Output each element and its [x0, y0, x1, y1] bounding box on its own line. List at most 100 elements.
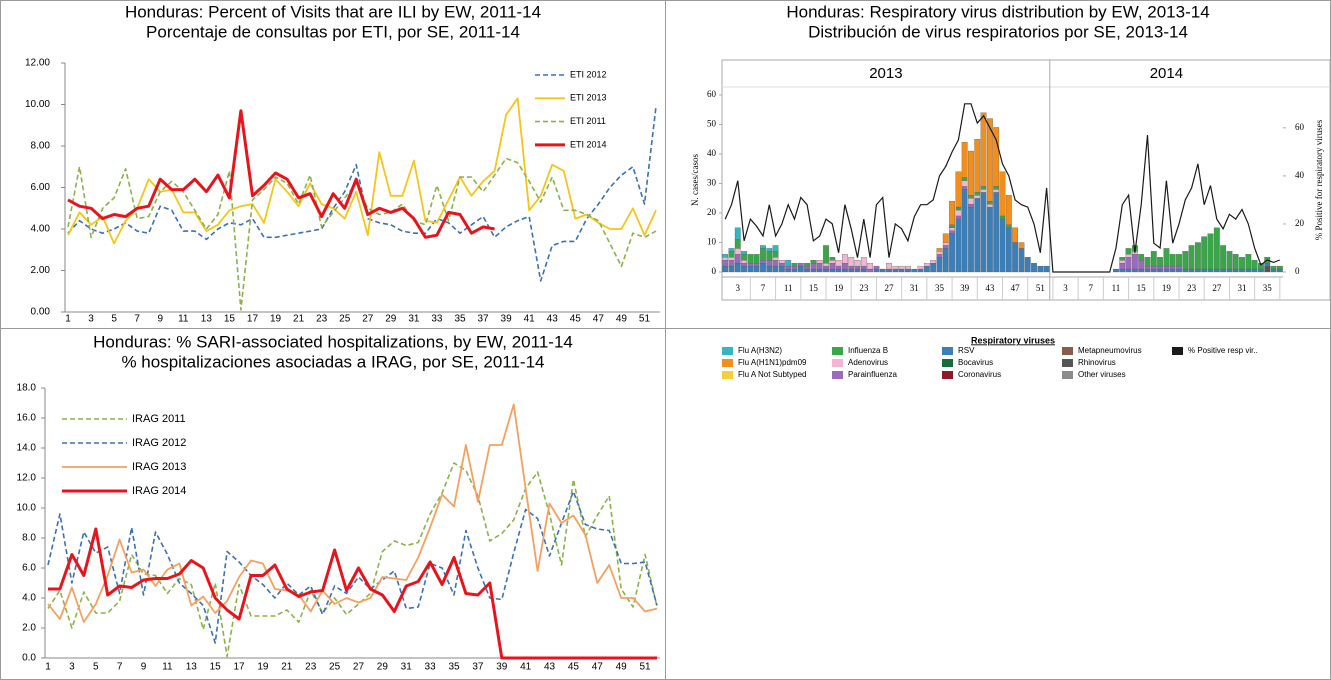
y-tick-label: 12.0 [17, 473, 37, 484]
x-tick-label: 3 [69, 662, 75, 673]
bar-segment [1157, 268, 1163, 273]
legend-label: Bocavirus [958, 358, 993, 367]
x-tick-label: 49 [616, 314, 628, 325]
bar-segment [955, 209, 962, 217]
bar-segment [961, 180, 968, 187]
y-tick-label: 8.0 [22, 533, 36, 544]
bar-segment [1176, 254, 1182, 267]
legend-label: ETI 2012 [570, 69, 607, 79]
bar-segment [860, 257, 867, 267]
bar-segment [829, 262, 836, 270]
bar-segment [905, 268, 911, 273]
y2-tick-label: 60 [1295, 122, 1305, 132]
legend-swatch [1062, 347, 1073, 355]
bar-segment [848, 257, 855, 267]
bar-segment [728, 260, 735, 267]
x-tick-label: 13 [186, 662, 198, 673]
bar-segment [949, 201, 955, 225]
bar-segment [823, 245, 829, 264]
legend-label: IRAG 2014 [132, 485, 186, 497]
y-tick-label: 4.0 [22, 593, 36, 604]
y-tick-label: 50 [707, 119, 717, 129]
x-tick-label: 1 [65, 314, 71, 325]
bar-segment [1024, 257, 1031, 273]
bar-segment [829, 268, 836, 273]
bar-segment [1131, 254, 1138, 270]
bar-segment [955, 215, 962, 220]
bar-segment [1005, 227, 1012, 273]
bar-segment [1213, 227, 1220, 270]
bar-segment [980, 189, 987, 193]
y-tick-label: 4.00 [31, 224, 51, 235]
x-tick-label: 7 [1088, 283, 1093, 293]
bar-segment [816, 260, 823, 264]
bar-segment [778, 265, 785, 273]
bar-segment [942, 245, 949, 249]
x-tick-label: 39 [496, 662, 508, 673]
bar-segment [968, 203, 974, 208]
bar-segment [993, 189, 1000, 193]
bar-segment [741, 262, 747, 267]
bar-segment [955, 206, 962, 211]
bar-segment [999, 171, 1006, 217]
bar-segment [961, 186, 968, 190]
bar-segment [1176, 265, 1182, 270]
bar-segment [968, 198, 974, 205]
bar-segment [791, 268, 798, 273]
bar-segment [1251, 268, 1258, 273]
bar-segment [898, 265, 905, 270]
bar-segment [1163, 268, 1170, 273]
x-tick-label: 25 [339, 314, 351, 325]
bar-segment [722, 257, 729, 261]
bar-segment [873, 268, 880, 273]
series-line [67, 157, 657, 311]
bar-segment [860, 268, 867, 273]
x-tick-label: 11 [178, 314, 189, 325]
bar-segment [854, 260, 861, 267]
y-tick-label: 2.0 [22, 623, 36, 634]
bar-segment [961, 189, 968, 273]
legend-label: % Positive resp vir.. [1188, 346, 1258, 355]
bar-segment [741, 254, 747, 261]
bar-segment [734, 248, 741, 255]
x-tick-label: 17 [247, 314, 259, 325]
legend-label: IRAG 2013 [132, 461, 186, 473]
bar-segment [968, 195, 974, 199]
bar-segment [760, 248, 766, 261]
x-tick-label: 51 [639, 314, 651, 325]
legend-swatch [722, 371, 733, 379]
y-tick-label: 8.00 [31, 141, 51, 152]
bar-segment [1031, 262, 1037, 273]
bar-segment [917, 265, 924, 270]
x-tick-label: 37 [477, 314, 489, 325]
x-tick-label: 27 [885, 283, 895, 293]
x-tick-label: 15 [809, 283, 819, 293]
chart-title: Honduras: % SARI-associated hospitalizat… [93, 332, 573, 351]
y-tick-label: 16.0 [17, 413, 37, 424]
legend-swatch [942, 371, 953, 379]
bar-segment [823, 265, 829, 270]
x-tick-label: 21 [281, 662, 293, 673]
bar-segment [986, 201, 993, 205]
legend-label: Influenza B [848, 346, 888, 355]
bar-segment [722, 260, 729, 267]
bar-segment [879, 268, 886, 273]
x-tick-label: 35 [454, 314, 466, 325]
y-tick-label: 14.0 [17, 443, 37, 454]
bar-segment [766, 265, 773, 273]
bar-segment [734, 254, 741, 264]
bar-segment [986, 206, 993, 273]
bar-segment [955, 171, 962, 208]
x-tick-label: 37 [472, 662, 484, 673]
legend-swatch [832, 347, 843, 355]
legend-label: Adenovirus [848, 358, 888, 367]
x-tick-label: 5 [111, 314, 117, 325]
bar-segment [999, 215, 1006, 220]
bar-segment [1037, 265, 1044, 273]
bar-segment [835, 260, 842, 267]
bar-segment [1150, 268, 1157, 273]
bar-segment [886, 268, 892, 273]
bar-segment [1150, 251, 1157, 267]
x-tick-label: 51 [639, 662, 651, 673]
